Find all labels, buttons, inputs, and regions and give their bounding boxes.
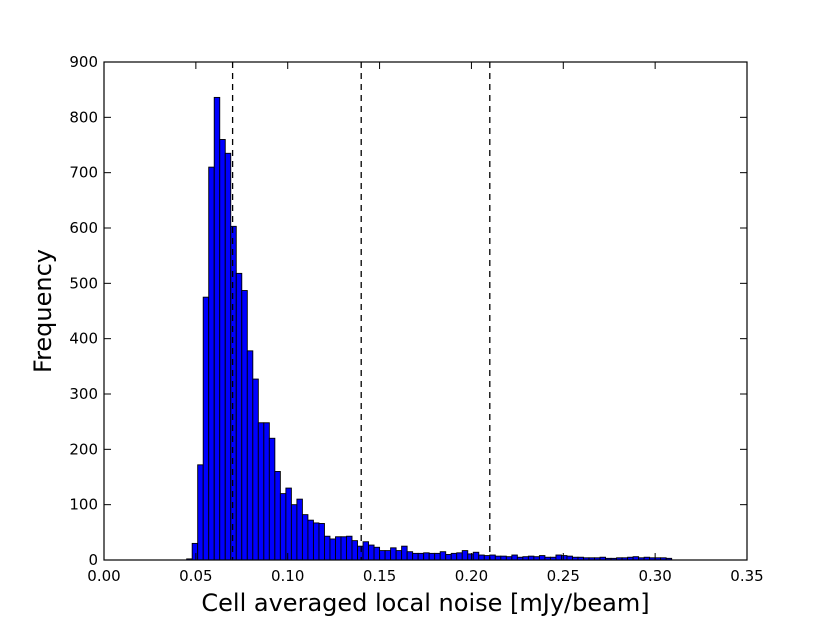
y-tick-label: 800 — [69, 108, 98, 126]
x-tick-label: 0.35 — [730, 567, 763, 585]
histogram-bar — [412, 552, 419, 561]
histogram-bar — [335, 536, 342, 561]
histogram-bar — [555, 554, 562, 561]
histogram-bar — [423, 552, 430, 561]
histogram-bar — [434, 552, 441, 561]
x-tick-label: 0.20 — [455, 567, 488, 585]
histogram-bar — [235, 272, 243, 561]
histogram-bar — [450, 552, 458, 561]
histogram-bar — [340, 536, 347, 561]
bars-layer — [186, 96, 673, 561]
histogram-bar — [472, 551, 480, 561]
histogram-bar — [445, 554, 452, 561]
histogram-bar — [202, 296, 210, 561]
histogram-bar — [483, 555, 491, 561]
histogram-bar — [384, 550, 392, 561]
y-axis-title: Frequency — [29, 249, 57, 373]
histogram-bar — [329, 538, 336, 561]
histogram-bar — [373, 546, 381, 561]
y-tick-label: 600 — [69, 219, 98, 237]
histogram-bar — [406, 551, 414, 561]
histogram-bar — [478, 554, 485, 561]
histogram-bar — [252, 378, 259, 561]
x-tick-label: 0.15 — [363, 567, 396, 585]
histogram-bar — [208, 166, 215, 561]
histogram-bar — [285, 487, 292, 561]
histogram-bar — [489, 554, 496, 561]
histogram-bar — [561, 555, 568, 561]
y-tick-label: 300 — [69, 385, 98, 403]
x-axis-title: Cell averaged local noise [mJy/beam] — [201, 589, 649, 617]
histogram-bar — [362, 541, 370, 561]
x-tick-label: 0.30 — [638, 567, 671, 585]
tick-labels-layer: 0.00 0.05 0.10 0.15 0.20 0.25 0.30 0.35 0 100 200 3… — [69, 53, 763, 585]
plot-frame — [103, 61, 748, 561]
histogram-bar — [538, 555, 546, 561]
x-tick-label: 0.25 — [547, 567, 580, 585]
y-tick-label: 400 — [69, 330, 98, 348]
histogram-bar — [318, 523, 325, 561]
histogram-bar — [279, 493, 287, 561]
histogram-bar — [197, 464, 204, 561]
histogram-bar — [191, 542, 199, 561]
y-tick-label: 100 — [69, 496, 98, 514]
histogram-bar — [351, 540, 358, 561]
histogram-bar — [257, 422, 265, 561]
histogram-bar — [296, 498, 303, 561]
histogram-bar — [268, 437, 276, 561]
ticks-layer — [103, 61, 748, 561]
histogram-bar — [368, 544, 375, 561]
x-tick-label: 0.10 — [271, 567, 304, 585]
histogram-bar — [395, 550, 403, 561]
y-tick-label: 200 — [69, 440, 98, 458]
histogram-bar — [224, 152, 232, 561]
histogram-bar — [390, 547, 397, 561]
y-tick-label: 500 — [69, 274, 98, 292]
histogram-bar — [467, 553, 474, 561]
histogram-bar — [219, 139, 226, 561]
histogram-bar — [312, 522, 320, 561]
x-tick-label: 0.00 — [87, 567, 120, 585]
histogram-bar — [379, 550, 386, 561]
histogram-bar — [246, 350, 254, 561]
histogram-bar — [213, 96, 221, 561]
histogram-bar — [307, 519, 314, 561]
histogram-bar — [241, 290, 248, 561]
histogram-bar — [346, 535, 353, 561]
reference-lines-layer — [231, 62, 491, 560]
histogram-bar — [301, 514, 309, 561]
histogram-bar — [461, 550, 469, 561]
histogram-bar — [357, 545, 364, 561]
histogram-bar — [230, 225, 237, 561]
histogram-bar — [263, 422, 270, 561]
y-tick-label: 900 — [69, 53, 98, 71]
x-tick-label: 0.05 — [179, 567, 212, 585]
histogram-bar — [401, 545, 408, 561]
histogram-bar — [456, 552, 463, 561]
histogram-bar — [511, 554, 518, 561]
y-tick-label: 0 — [88, 551, 98, 569]
histogram-bar — [428, 552, 436, 561]
histogram-bar — [439, 551, 447, 561]
histogram-bar — [417, 552, 425, 561]
histogram-bar — [290, 504, 298, 561]
histogram-bar — [324, 535, 331, 561]
y-tick-label: 700 — [69, 164, 98, 182]
histogram-bar — [274, 471, 281, 561]
